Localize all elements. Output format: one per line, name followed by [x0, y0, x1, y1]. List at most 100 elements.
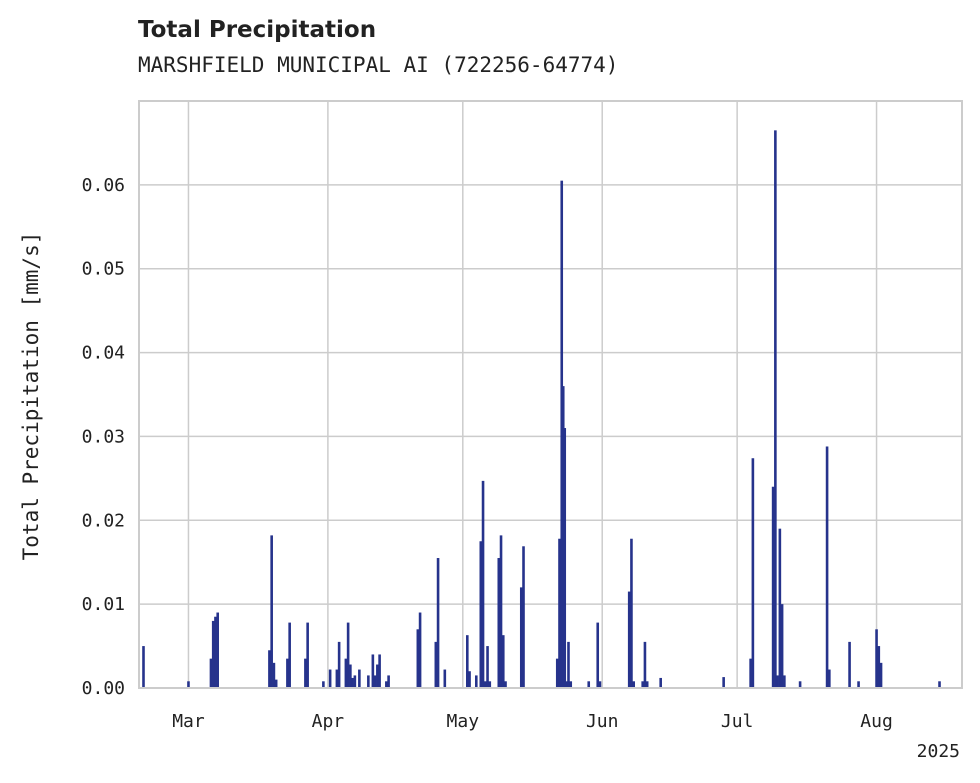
precipitation-bar	[497, 558, 501, 688]
precipitation-bar	[274, 679, 278, 688]
precipitation-bar	[346, 622, 350, 688]
precipitation-bar	[373, 675, 377, 688]
precipitation-bar	[555, 658, 559, 688]
precipitation-bar	[504, 681, 507, 688]
precipitation-bar	[587, 681, 591, 688]
precipitation-bar	[349, 664, 352, 688]
precipitation-bar	[288, 622, 291, 688]
precipitation-bar	[596, 622, 600, 688]
precipitation-bar	[306, 622, 309, 688]
precipitation-bar	[564, 681, 568, 688]
precipitation-bar	[848, 641, 851, 688]
precipitation-bar	[519, 587, 523, 688]
precipitation-bar	[751, 458, 755, 688]
precipitation-bar	[828, 669, 831, 688]
precipitation-bar	[387, 675, 390, 688]
precipitation-bar	[879, 662, 883, 688]
y-tick-label: 0.01	[82, 594, 125, 615]
precipitation-bar	[376, 664, 379, 688]
precipitation-bar	[335, 669, 339, 688]
precipitation-bar	[561, 386, 565, 688]
precipitation-bar	[771, 486, 775, 688]
precipitation-bar	[778, 528, 782, 688]
y-tick-label: 0.04	[82, 343, 125, 364]
precipitation-bar	[643, 641, 647, 688]
x-axis-ticks: Mar Apr May Jun Jul Aug	[172, 711, 893, 732]
precipitation-bar	[488, 681, 492, 688]
precipitation-bar	[481, 480, 485, 688]
x-tick-label: Mar	[172, 711, 205, 732]
chart-title: Total Precipitation	[138, 17, 377, 43]
precipitation-bar	[875, 629, 878, 688]
precipitation-bar	[569, 681, 573, 688]
precipitation-bar	[142, 646, 145, 688]
precipitation-bar	[378, 654, 381, 688]
precipitation-bar	[385, 681, 388, 688]
precipitation-bar	[328, 669, 332, 688]
x-tick-label: May	[447, 711, 480, 732]
y-tick-label: 0.05	[82, 259, 125, 280]
precipitation-bar	[322, 681, 325, 688]
precipitation-bar	[857, 681, 860, 688]
precipitation-bar	[776, 675, 779, 688]
y-tick-label: 0.00	[82, 678, 125, 699]
precipitation-bar	[798, 681, 802, 688]
precipitation-bar	[486, 646, 489, 688]
precipitation-bar	[337, 641, 341, 688]
y-tick-label: 0.02	[82, 510, 125, 531]
precipitation-bar	[780, 604, 784, 688]
precipitation-bar	[209, 658, 213, 688]
precipitation-bar	[214, 616, 217, 688]
precipitation-bar	[344, 658, 348, 688]
x-year-label: 2025	[917, 741, 960, 762]
precipitation-bar	[499, 535, 503, 688]
precipitation-bar	[418, 612, 422, 688]
x-tick-label: Aug	[860, 711, 893, 732]
precipitation-bar	[211, 620, 215, 688]
precipitation-bar	[187, 681, 190, 688]
precipitation-bar	[774, 130, 777, 689]
precipitation-bar	[558, 538, 561, 688]
precipitation-bar	[466, 635, 469, 688]
precipitation-bar	[659, 677, 662, 688]
precipitation-bar	[630, 538, 633, 688]
precipitation-bar	[270, 535, 273, 688]
precipitation-bar	[443, 669, 447, 688]
precipitation-bar	[286, 658, 289, 688]
y-axis-label: Total Precipitation [mm/s]	[19, 232, 43, 561]
y-axis-ticks: 0.00 0.01 0.02 0.03 0.04 0.05 0.06	[82, 175, 125, 699]
precipitation-bar	[567, 641, 570, 688]
x-tick-label: Jun	[586, 711, 619, 732]
precipitation-bar	[522, 546, 525, 688]
precipitation-bars	[142, 130, 941, 689]
precipitation-bar	[272, 662, 276, 688]
precipitation-bar	[645, 681, 649, 688]
precipitation-bar	[598, 681, 602, 688]
precipitation-bar	[353, 675, 357, 688]
precipitation-bar	[468, 671, 471, 688]
precipitation-bar	[474, 675, 478, 688]
plot-frame	[138, 100, 963, 689]
precipitation-bar	[371, 654, 375, 688]
precipitation-bar	[825, 446, 829, 688]
precipitation-bar	[783, 675, 786, 688]
precipitation-bar	[436, 558, 440, 688]
y-tick-label: 0.03	[82, 426, 125, 447]
x-tick-label: Apr	[312, 711, 345, 732]
precipitation-bar	[722, 677, 725, 688]
precipitation-bar	[749, 658, 752, 688]
precipitation-bar	[627, 591, 631, 688]
precipitation-bar	[877, 646, 881, 688]
precipitation-bar	[434, 641, 438, 688]
precipitation-bar	[483, 681, 487, 688]
grid-lines	[139, 101, 962, 688]
precipitation-bar	[560, 180, 564, 688]
x-tick-label: Jul	[721, 711, 754, 732]
precipitation-bar	[358, 669, 361, 688]
precipitation-bar	[632, 681, 635, 688]
precipitation-bar	[938, 681, 941, 688]
precipitation-bar	[501, 635, 505, 688]
precipitation-bar	[563, 428, 567, 688]
precipitation-bar	[216, 612, 220, 688]
